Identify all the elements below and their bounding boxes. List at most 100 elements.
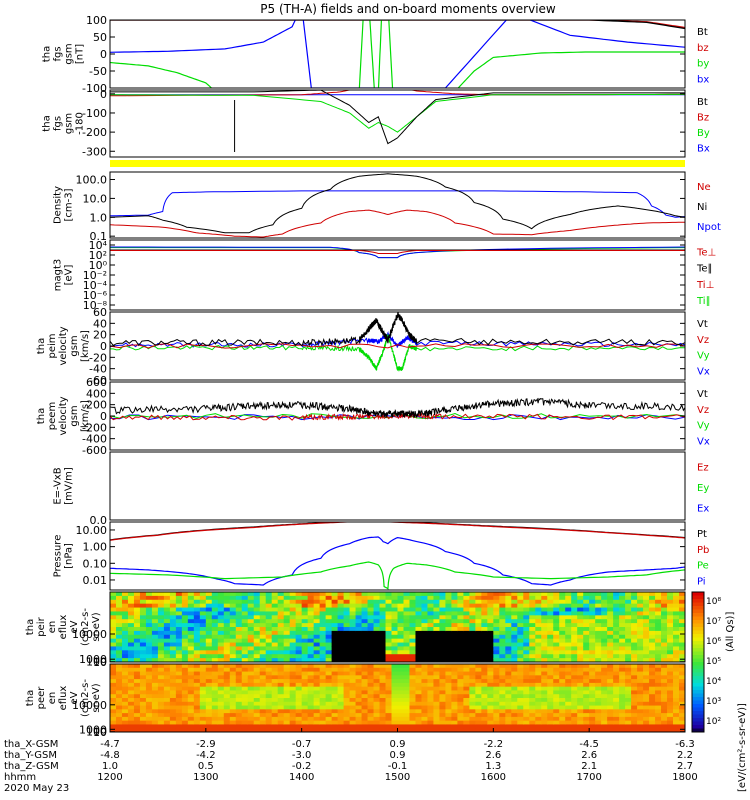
heatmap-cell — [361, 592, 369, 597]
heatmap-cell — [295, 709, 303, 714]
heatmap-cell — [445, 654, 453, 659]
heatmap-cell — [157, 642, 165, 648]
heatmap-cell — [427, 698, 435, 703]
heatmap-cell — [319, 705, 327, 710]
heatmap-cell — [589, 682, 596, 688]
heatmap-cell — [481, 607, 488, 613]
heatmap-cell — [265, 709, 273, 714]
heatmap-cell — [271, 664, 279, 669]
heatmap-cell — [253, 611, 261, 616]
heatmap-cell — [127, 694, 135, 699]
heatmap-cell — [655, 724, 662, 729]
heatmap-cell — [307, 682, 315, 688]
heatmap-cell — [433, 728, 441, 732]
heatmap-cell — [199, 682, 207, 688]
heatmap-cell — [289, 671, 297, 676]
heatmap-cell — [133, 728, 141, 732]
heatmap-cell — [133, 654, 141, 659]
heatmap-cell — [229, 658, 237, 662]
series-line-bz — [110, 20, 685, 29]
heatmap-cell — [625, 701, 632, 707]
heatmap-cell — [223, 623, 231, 628]
heatmap-cell — [175, 698, 183, 703]
heatmap-cell — [427, 724, 435, 729]
heatmap-cell — [193, 619, 201, 624]
bottom-row-value: 1800 — [672, 772, 697, 783]
bottom-row-label: hhmm — [4, 772, 36, 783]
heatmap-cell — [499, 634, 506, 640]
heatmap-cell — [367, 679, 375, 684]
heatmap-cell — [151, 705, 159, 710]
heatmap-cell — [505, 679, 512, 684]
heatmap-cell — [241, 690, 249, 695]
heatmap-cell — [679, 682, 685, 688]
heatmap-cell — [523, 671, 530, 676]
heatmap-cell — [127, 664, 135, 669]
heatmap-cell — [541, 667, 548, 673]
heatmap-cell — [553, 623, 560, 628]
heatmap-cell — [487, 642, 494, 648]
heatmap-cell — [469, 638, 476, 644]
heatmap-cell — [373, 682, 381, 688]
heatmap-cell — [607, 716, 614, 722]
heatmap-cell — [667, 630, 674, 636]
heatmap-cell — [577, 701, 584, 707]
heatmap-cell — [355, 705, 363, 710]
heatmap-cell — [169, 627, 177, 632]
heatmap-cell — [157, 724, 165, 729]
heatmap-cell — [571, 642, 578, 648]
heatmap-cell — [187, 728, 195, 732]
heatmap-cell — [289, 690, 297, 695]
heatmap-cell — [565, 694, 572, 699]
heatmap-cell — [613, 701, 620, 707]
heatmap-cell — [169, 694, 177, 699]
heatmap-cell — [163, 599, 171, 605]
heatmap-cell — [415, 686, 423, 692]
heatmap-cell — [229, 654, 237, 659]
heatmap-cell — [373, 701, 381, 707]
heatmap-cell — [397, 686, 405, 692]
heatmap-cell — [481, 634, 488, 640]
bottom-row-value: 1300 — [193, 772, 218, 783]
heatmap-cell — [607, 705, 614, 710]
heatmap-cell — [595, 716, 602, 722]
heatmap-cell — [667, 671, 674, 676]
heatmap-cell — [331, 646, 339, 651]
heatmap-cell — [511, 713, 518, 718]
heatmap-cell — [391, 642, 399, 648]
heatmap-cell — [475, 713, 482, 718]
heatmap-cell — [403, 686, 411, 692]
heatmap-cell — [313, 623, 321, 628]
heatmap-cell — [427, 595, 435, 601]
colorbar-cell — [692, 707, 704, 712]
heatmap-cell — [637, 694, 644, 699]
ylabel: E=-VxB [mV/m] — [53, 467, 75, 505]
heatmap-cell — [235, 694, 243, 699]
heatmap-cell — [421, 607, 429, 613]
heatmap-cell — [379, 705, 387, 710]
heatmap-cell — [205, 592, 213, 597]
heatmap-cell — [163, 654, 171, 659]
heatmap-cell — [673, 595, 680, 601]
heatmap-cell — [535, 713, 542, 718]
heatmap-cell — [439, 675, 447, 680]
heatmap-cell — [547, 713, 554, 718]
heatmap-cell — [523, 607, 530, 613]
heatmap-cell — [457, 682, 464, 688]
heatmap-cell — [127, 667, 135, 673]
heatmap-cell — [595, 599, 602, 605]
heatmap-cell — [403, 701, 411, 707]
ylabel-line: en — [47, 692, 58, 705]
heatmap-cell — [643, 671, 650, 676]
heatmap-cell — [679, 701, 685, 707]
heatmap-cell — [523, 646, 530, 651]
heatmap-cell — [673, 716, 680, 722]
heatmap-cell — [535, 667, 542, 673]
heatmap-cell — [163, 627, 171, 632]
ylabel: tha fgs gsm -180 — [42, 112, 86, 135]
heatmap-cell — [607, 679, 614, 684]
heatmap-cell — [121, 716, 129, 722]
heatmap-cell — [331, 720, 339, 726]
heatmap-cell — [271, 724, 279, 729]
heatmap-cell — [277, 603, 285, 609]
